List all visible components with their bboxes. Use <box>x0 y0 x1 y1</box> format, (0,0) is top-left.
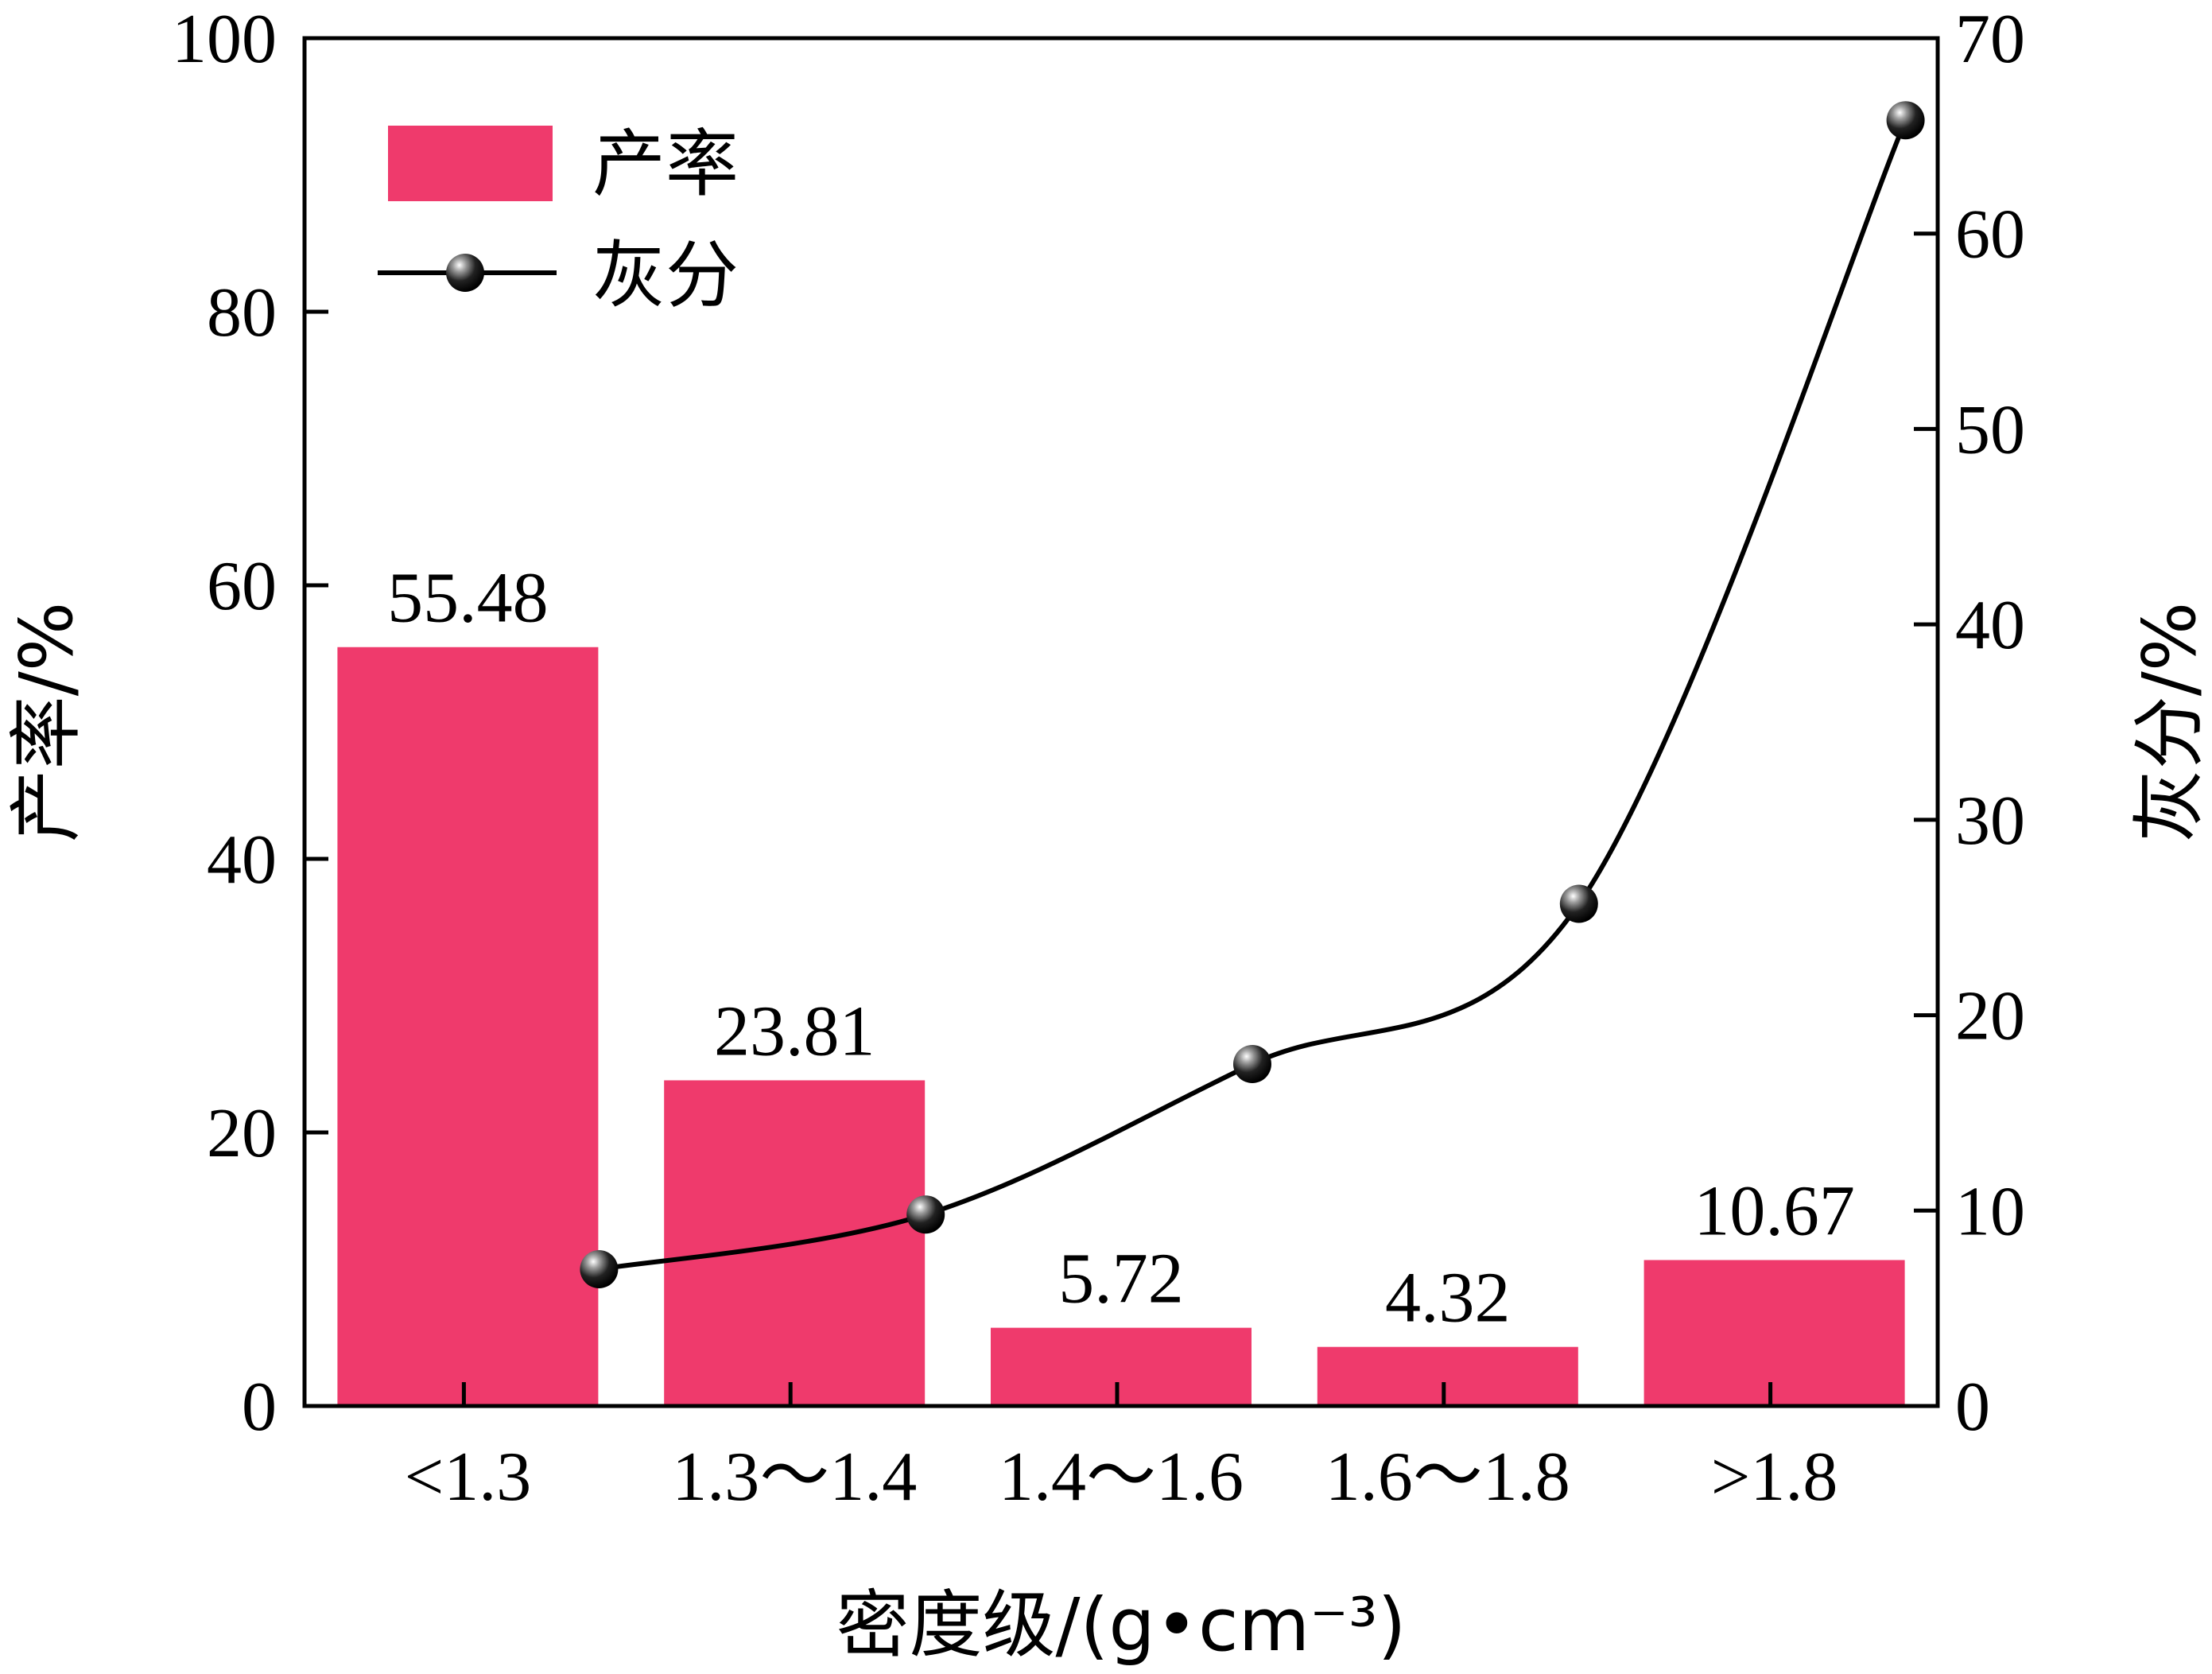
x-tick-label-2: 1.4～1.6 <box>999 1439 1244 1516</box>
ash-point-2 <box>1233 1045 1271 1083</box>
legend-line-label: 灰分 <box>592 233 739 318</box>
x-tick-label-4: >1.8 <box>1711 1439 1838 1516</box>
right-tick-label-3: 30 <box>1955 783 2025 860</box>
bar-4 <box>1643 1260 1905 1406</box>
line-layer <box>580 101 1925 1288</box>
ash-point-3 <box>1559 884 1598 923</box>
left-tick-label-5: 100 <box>172 1 277 78</box>
left-tick-label-0: 0 <box>242 1369 277 1446</box>
bar-value-label-0: 55.48 <box>387 559 549 638</box>
right-tick-label-6: 60 <box>1955 196 2025 274</box>
ash-point-1 <box>906 1195 945 1234</box>
left-tick-label-1: 20 <box>207 1095 277 1172</box>
bar-value-label-1: 23.81 <box>714 992 875 1070</box>
left-axis-title: 产率/% <box>4 602 89 842</box>
bar-value-label-4: 10.67 <box>1694 1171 1855 1250</box>
legend-point-swatch <box>446 254 484 292</box>
x-axis-title: 密度级/(g•cm⁻³) <box>836 1583 1406 1668</box>
legend-bar-swatch <box>388 126 553 201</box>
right-tick-label-5: 50 <box>1955 391 2025 468</box>
left-tick-label-2: 40 <box>207 821 277 899</box>
axes-layer <box>302 36 1940 1408</box>
legend-bar-label: 产率 <box>592 122 739 207</box>
bar-0 <box>337 647 599 1406</box>
left-tick-label-4: 80 <box>207 274 277 352</box>
ash-point-0 <box>580 1250 619 1288</box>
ash-line <box>598 119 1908 1272</box>
bar-3 <box>1317 1346 1578 1406</box>
bar-2 <box>991 1327 1252 1406</box>
x-tick-label-3: 1.6～1.8 <box>1325 1439 1570 1516</box>
right-axis-title: 灰分/% <box>2127 602 2212 842</box>
ash-point-4 <box>1886 101 1925 140</box>
plot-frame <box>302 36 1940 1408</box>
bar-value-label-3: 4.32 <box>1385 1259 1511 1338</box>
left-tick-label-3: 60 <box>207 548 277 625</box>
bar-value-label-2: 5.72 <box>1058 1240 1184 1319</box>
right-tick-label-2: 20 <box>1955 978 2025 1055</box>
right-tick-label-1: 10 <box>1955 1173 2025 1250</box>
right-tick-label-7: 70 <box>1955 1 2025 78</box>
x-tick-label-0: <1.3 <box>405 1439 532 1516</box>
right-tick-label-0: 0 <box>1955 1369 1990 1446</box>
text-layer: 55.48 23.81 5.72 4.32 10.67 0 20 40 60 80 100 0 10 20… <box>4 1 2212 1668</box>
x-tick-label-1: 1.3～1.4 <box>672 1439 917 1516</box>
right-tick-label-4: 40 <box>1955 587 2025 664</box>
